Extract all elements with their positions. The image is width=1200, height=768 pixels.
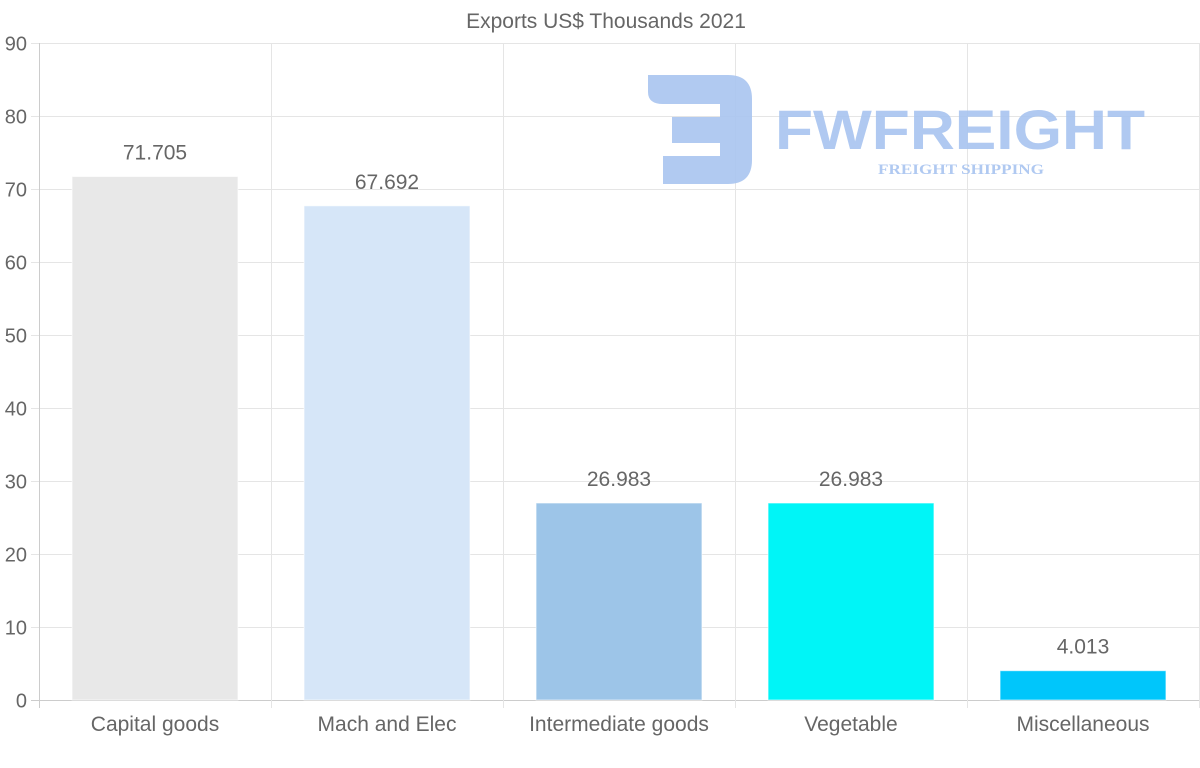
bar[interactable] [71, 176, 239, 701]
bars [71, 176, 1167, 701]
watermark-brand: FWFREIGHT [775, 98, 1145, 161]
x-tick-label: Capital goods [91, 713, 219, 736]
data-label: 4.013 [1057, 636, 1110, 659]
x-tick-label: Intermediate goods [529, 713, 709, 736]
x-tick-label: Mach and Elec [318, 713, 457, 736]
y-tick-label: 20 [5, 545, 27, 567]
x-tick-label: Miscellaneous [1016, 713, 1149, 736]
y-tick-label: 10 [5, 618, 27, 640]
y-tick-label: 90 [5, 34, 27, 56]
bar[interactable] [767, 502, 935, 701]
data-label: 26.983 [587, 468, 651, 491]
y-tick-label: 50 [5, 326, 27, 348]
y-tick-label: 70 [5, 180, 27, 202]
y-tick-label: 40 [5, 399, 27, 421]
x-axis-ticks: Capital goods Mach and Elec Intermediate g… [91, 713, 1150, 736]
bar[interactable] [535, 502, 703, 701]
y-tick-label: 30 [5, 472, 27, 494]
y-tick-label: 80 [5, 107, 27, 129]
watermark-tagline: FREIGHT SHIPPING [878, 162, 1044, 178]
data-label: 67.692 [355, 171, 419, 194]
y-tick-label: 0 [16, 691, 27, 713]
y-tick-label: 60 [5, 253, 27, 275]
y-axis-ticks: 0 10 20 30 40 50 60 70 80 90 [5, 34, 27, 713]
logo-mark-icon [648, 75, 752, 184]
chart-title: Exports US$ Thousands 2021 [466, 10, 746, 33]
watermark-logo: FWFREIGHT FREIGHT SHIPPING [648, 75, 1145, 184]
data-labels: 71.705 67.692 26.983 26.983 4.013 [123, 142, 1109, 659]
x-tick-label: Vegetable [804, 713, 897, 736]
data-label: 26.983 [819, 468, 883, 491]
bar[interactable] [999, 670, 1167, 701]
data-label: 71.705 [123, 142, 187, 165]
bar[interactable] [303, 205, 471, 701]
